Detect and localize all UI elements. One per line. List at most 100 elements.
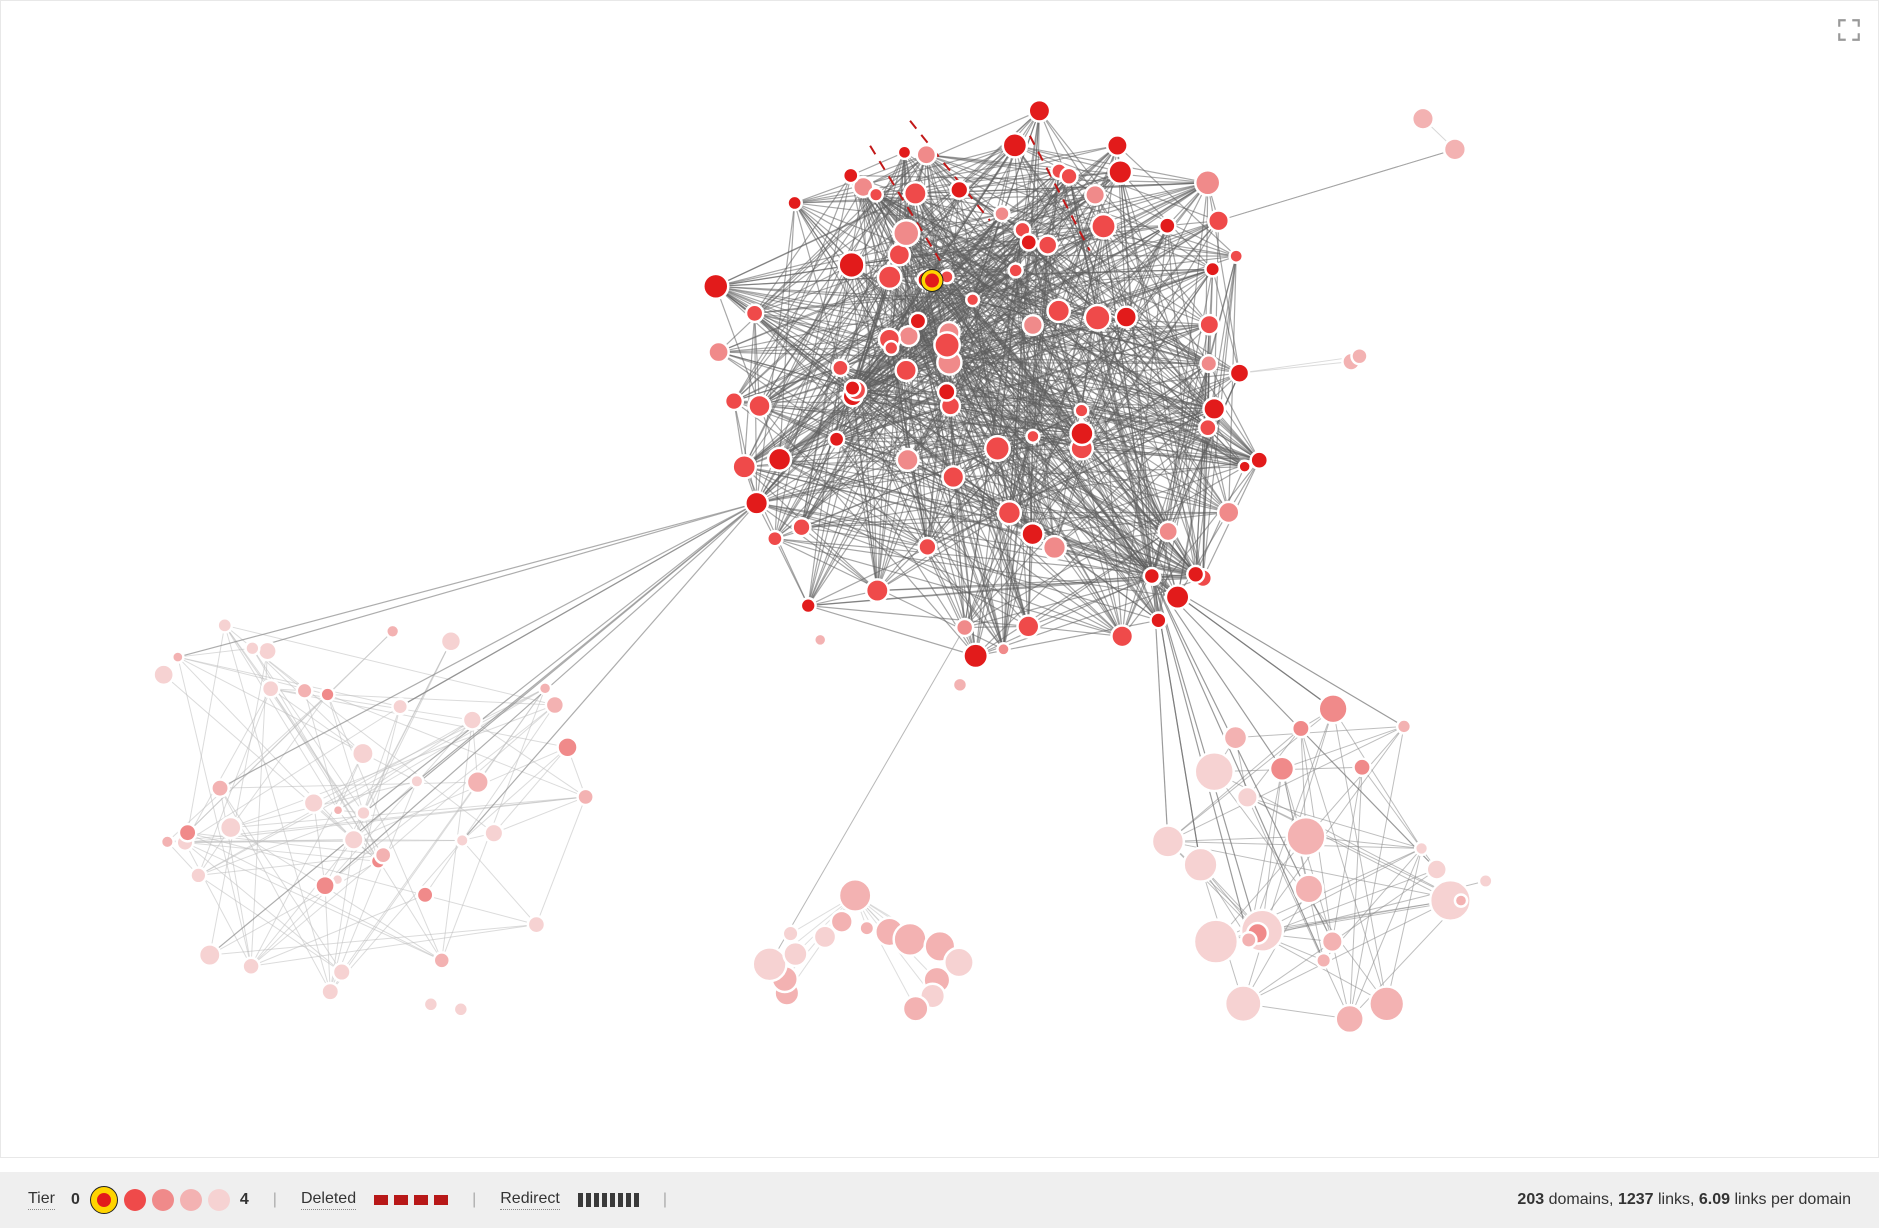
graph-node[interactable] [321, 688, 335, 702]
graph-node[interactable] [246, 641, 260, 655]
graph-node[interactable] [454, 1002, 468, 1016]
graph-node[interactable] [1043, 536, 1066, 559]
graph-node[interactable] [1152, 825, 1184, 857]
graph-node[interactable] [441, 631, 461, 651]
graph-node[interactable] [860, 921, 874, 935]
graph-node[interactable] [297, 683, 313, 699]
graph-node[interactable] [392, 699, 407, 714]
graph-node[interactable] [1085, 185, 1105, 205]
graph-node[interactable] [1270, 757, 1294, 781]
graph-node[interactable] [910, 313, 926, 329]
graph-node[interactable] [783, 926, 799, 942]
graph-node[interactable] [1116, 307, 1137, 328]
graph-node[interactable] [1218, 502, 1239, 523]
graph-node[interactable] [793, 518, 811, 536]
graph-node[interactable] [1026, 430, 1039, 443]
graph-node[interactable] [1415, 842, 1428, 855]
graph-node[interactable] [417, 887, 433, 903]
graph-node[interactable] [315, 876, 334, 895]
redirect-label[interactable]: Redirect [500, 1190, 560, 1210]
graph-node[interactable] [897, 449, 919, 471]
graph-node[interactable] [1029, 100, 1050, 121]
graph-node[interactable] [467, 771, 489, 793]
graph-node[interactable] [845, 380, 860, 395]
graph-node[interactable] [783, 942, 807, 966]
network-graph[interactable] [1, 1, 1878, 1157]
graph-node[interactable] [1444, 138, 1466, 160]
graph-node[interactable] [434, 952, 450, 968]
graph-node[interactable] [903, 996, 928, 1021]
graph-node[interactable] [1009, 263, 1023, 277]
graph-node[interactable] [1038, 236, 1057, 255]
graph-node[interactable] [966, 293, 979, 306]
graph-node[interactable] [1111, 626, 1133, 648]
graph-node[interactable] [1159, 522, 1178, 541]
graph-node[interactable] [154, 665, 174, 685]
graph-node[interactable] [904, 182, 926, 204]
graph-node[interactable] [220, 817, 241, 838]
graph-node[interactable] [1003, 133, 1027, 157]
graph-node[interactable] [546, 696, 564, 714]
graph-node[interactable] [1292, 720, 1309, 737]
graph-node[interactable] [578, 789, 594, 805]
graph-node[interactable] [1194, 920, 1238, 964]
graph-node[interactable] [893, 220, 919, 246]
graph-node[interactable] [746, 305, 763, 322]
graph-node[interactable] [1022, 523, 1044, 545]
graph-node[interactable] [767, 531, 782, 546]
graph-node[interactable] [1107, 135, 1127, 155]
graph-node[interactable] [211, 779, 228, 796]
graph-node[interactable] [998, 501, 1021, 524]
graph-node[interactable] [1397, 720, 1411, 734]
graph-node[interactable] [456, 834, 469, 847]
graph-node[interactable] [333, 805, 343, 815]
graph-node[interactable] [1200, 355, 1217, 372]
tier-label[interactable]: Tier [28, 1190, 55, 1210]
graph-node[interactable] [1322, 931, 1343, 952]
graph-node[interactable] [942, 466, 964, 488]
graph-node[interactable] [485, 824, 504, 843]
focus-node[interactable] [925, 274, 939, 288]
graph-node[interactable] [357, 806, 371, 820]
graph-node[interactable] [919, 538, 937, 556]
graph-node[interactable] [1166, 585, 1189, 608]
graph-node[interactable] [1195, 752, 1234, 791]
graph-node[interactable] [814, 634, 826, 646]
graph-node[interactable] [1199, 419, 1216, 436]
graph-node[interactable] [878, 266, 901, 289]
graph-node[interactable] [1061, 168, 1078, 185]
graph-node[interactable] [938, 383, 955, 400]
graph-node[interactable] [262, 680, 279, 697]
graph-node[interactable] [801, 598, 816, 613]
graph-node[interactable] [172, 651, 183, 662]
graph-node[interactable] [1412, 108, 1434, 130]
deleted-label[interactable]: Deleted [301, 1190, 356, 1210]
graph-node[interactable] [1316, 953, 1331, 968]
graph-node[interactable] [829, 432, 844, 447]
graph-node[interactable] [1200, 315, 1219, 334]
graph-node[interactable] [1187, 566, 1204, 583]
graph-node[interactable] [725, 392, 743, 410]
graph-node[interactable] [934, 332, 959, 357]
graph-node[interactable] [1208, 211, 1229, 232]
graph-node[interactable] [1184, 848, 1218, 882]
graph-node[interactable] [411, 775, 424, 788]
graph-node[interactable] [1230, 364, 1249, 383]
graph-node[interactable] [1336, 1005, 1364, 1033]
graph-node[interactable] [352, 743, 373, 764]
graph-node[interactable] [558, 737, 578, 757]
graph-node[interactable] [1205, 262, 1219, 276]
graph-node[interactable] [1479, 874, 1492, 887]
graph-node[interactable] [869, 188, 883, 202]
graph-node[interactable] [963, 644, 987, 668]
graph-node[interactable] [839, 879, 871, 911]
graph-node[interactable] [839, 252, 865, 278]
graph-node[interactable] [258, 642, 276, 660]
graph-node[interactable] [749, 395, 771, 417]
graph-node[interactable] [1351, 348, 1367, 364]
graph-node[interactable] [386, 625, 399, 638]
graph-node[interactable] [1295, 875, 1324, 904]
graph-node[interactable] [190, 868, 206, 884]
graph-node[interactable] [866, 579, 888, 601]
graph-node[interactable] [1159, 218, 1175, 234]
